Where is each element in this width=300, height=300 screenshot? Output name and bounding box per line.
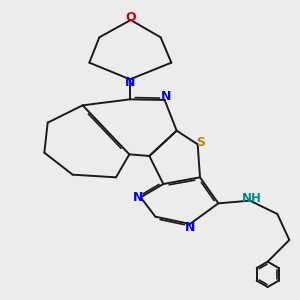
Text: O: O bbox=[125, 11, 136, 24]
Text: N: N bbox=[185, 221, 195, 234]
Text: N: N bbox=[161, 89, 172, 103]
Text: N: N bbox=[125, 76, 135, 88]
Text: S: S bbox=[196, 136, 205, 149]
Text: N: N bbox=[133, 191, 143, 204]
Text: NH: NH bbox=[242, 191, 262, 205]
